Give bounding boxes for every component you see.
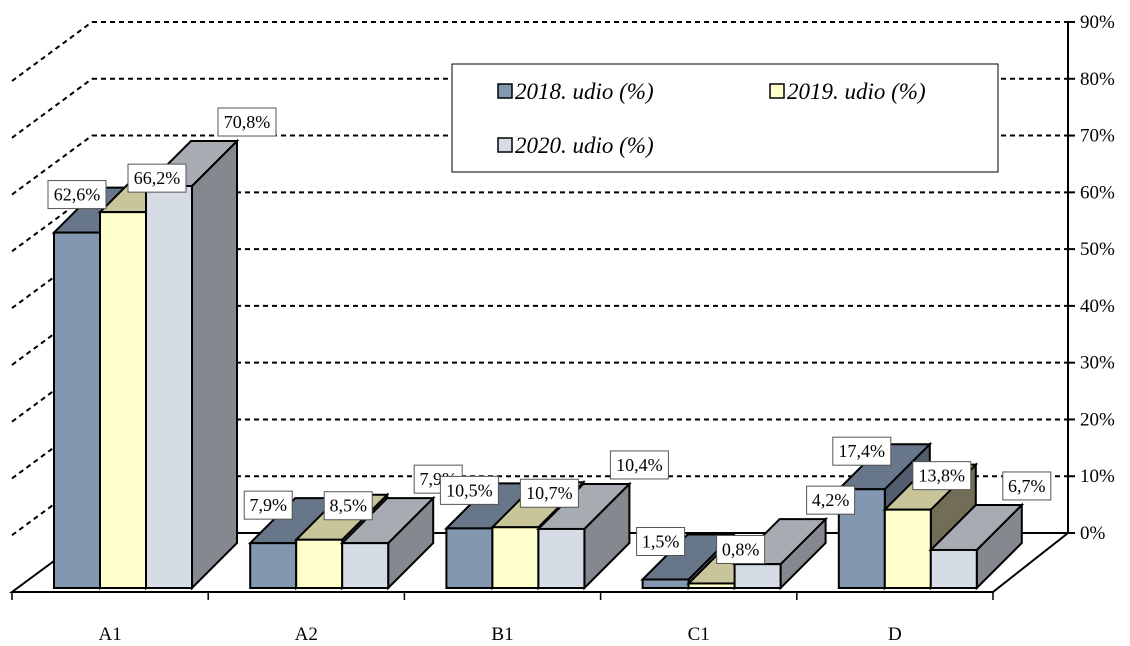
bar xyxy=(641,578,690,590)
data-label: 17,4% xyxy=(839,441,886,461)
data-label-box xyxy=(636,526,686,556)
data-labels: 62,6%66,2%70,8%7,9% 8,5%7,9%10,5% 10,7%10,… xyxy=(47,107,1052,564)
bar xyxy=(687,582,736,589)
y-tick-label: 80% xyxy=(1080,69,1115,90)
legend-swatch xyxy=(497,83,513,99)
data-label: 10,7% xyxy=(526,483,573,503)
x-category-label: A2 xyxy=(295,624,318,645)
data-label-box xyxy=(217,107,277,137)
data-label-box xyxy=(439,475,499,505)
data-label: 66,2% xyxy=(134,168,181,188)
x-category-label: C1 xyxy=(688,624,710,645)
data-label-box xyxy=(912,461,972,491)
data-label: 1,5% xyxy=(642,531,680,551)
data-label-box xyxy=(127,163,187,193)
y-tick-label: 70% xyxy=(1080,126,1115,147)
y-tick-label: 40% xyxy=(1080,296,1115,317)
gridline-side xyxy=(11,134,93,196)
x-category-label: B1 xyxy=(491,624,513,645)
data-label: 62,6% xyxy=(54,185,101,205)
legend[interactable]: 2018. udio (%) 2019. udio (%) 2020. udio (… xyxy=(451,63,999,173)
y-tick-label: 30% xyxy=(1080,353,1115,374)
x-category-label: A1 xyxy=(98,624,121,645)
data-label: 10,4% xyxy=(616,455,663,475)
data-label-box xyxy=(47,180,107,210)
gridline-side xyxy=(11,77,93,139)
legend-item-label: 2020. udio (%) xyxy=(515,133,654,158)
bar xyxy=(295,538,344,590)
data-label: 7,9% xyxy=(249,495,287,515)
legend-item-label: 2019. udio (%) xyxy=(787,79,926,104)
y-tick-label: 90% xyxy=(1080,12,1115,33)
data-label-box xyxy=(243,490,293,520)
data-label: 8,5% xyxy=(329,496,367,516)
data-label-box xyxy=(1002,471,1052,501)
bar xyxy=(249,542,298,590)
bar xyxy=(53,231,101,589)
bar xyxy=(145,185,193,589)
y-tick-label: 60% xyxy=(1080,182,1115,203)
data-label: 6,7% xyxy=(1008,476,1046,496)
bar xyxy=(491,526,540,590)
bar xyxy=(537,527,586,589)
y-tick-label: 50% xyxy=(1080,239,1115,260)
legend-box xyxy=(451,63,999,173)
data-label-box xyxy=(609,450,669,480)
legend-swatch xyxy=(769,83,785,99)
y-tick-label: 20% xyxy=(1080,409,1115,430)
bar xyxy=(341,542,390,590)
data-label-box xyxy=(519,478,579,508)
x-category-label: D xyxy=(888,624,902,645)
y-tick-label: 0% xyxy=(1080,523,1106,544)
bars xyxy=(51,138,1025,591)
bar xyxy=(445,527,494,590)
data-label: 10,5% xyxy=(446,480,493,500)
bar-side xyxy=(191,138,238,591)
axes: 0% 10% 20% 30% 40% 50% 60% 70% 80% 90% A1 A2 B1 C1 D xyxy=(11,12,1115,645)
data-label: 4,2% xyxy=(812,490,850,510)
legend-item-label: 2018. udio (%) xyxy=(515,79,654,104)
bar xyxy=(929,548,978,589)
bar xyxy=(99,211,147,589)
data-label-box xyxy=(806,485,856,515)
gridline-side xyxy=(11,21,93,82)
data-label: 70,8% xyxy=(224,112,271,132)
bar xyxy=(733,563,782,589)
data-label: 13,8% xyxy=(919,466,966,486)
data-label: 0,8% xyxy=(722,539,760,559)
y-tick-label: 10% xyxy=(1080,466,1115,487)
data-label-box xyxy=(832,436,892,466)
legend-swatch xyxy=(497,137,513,153)
data-label-box xyxy=(716,534,766,564)
data-label-box xyxy=(323,491,373,521)
bar xyxy=(883,508,932,589)
